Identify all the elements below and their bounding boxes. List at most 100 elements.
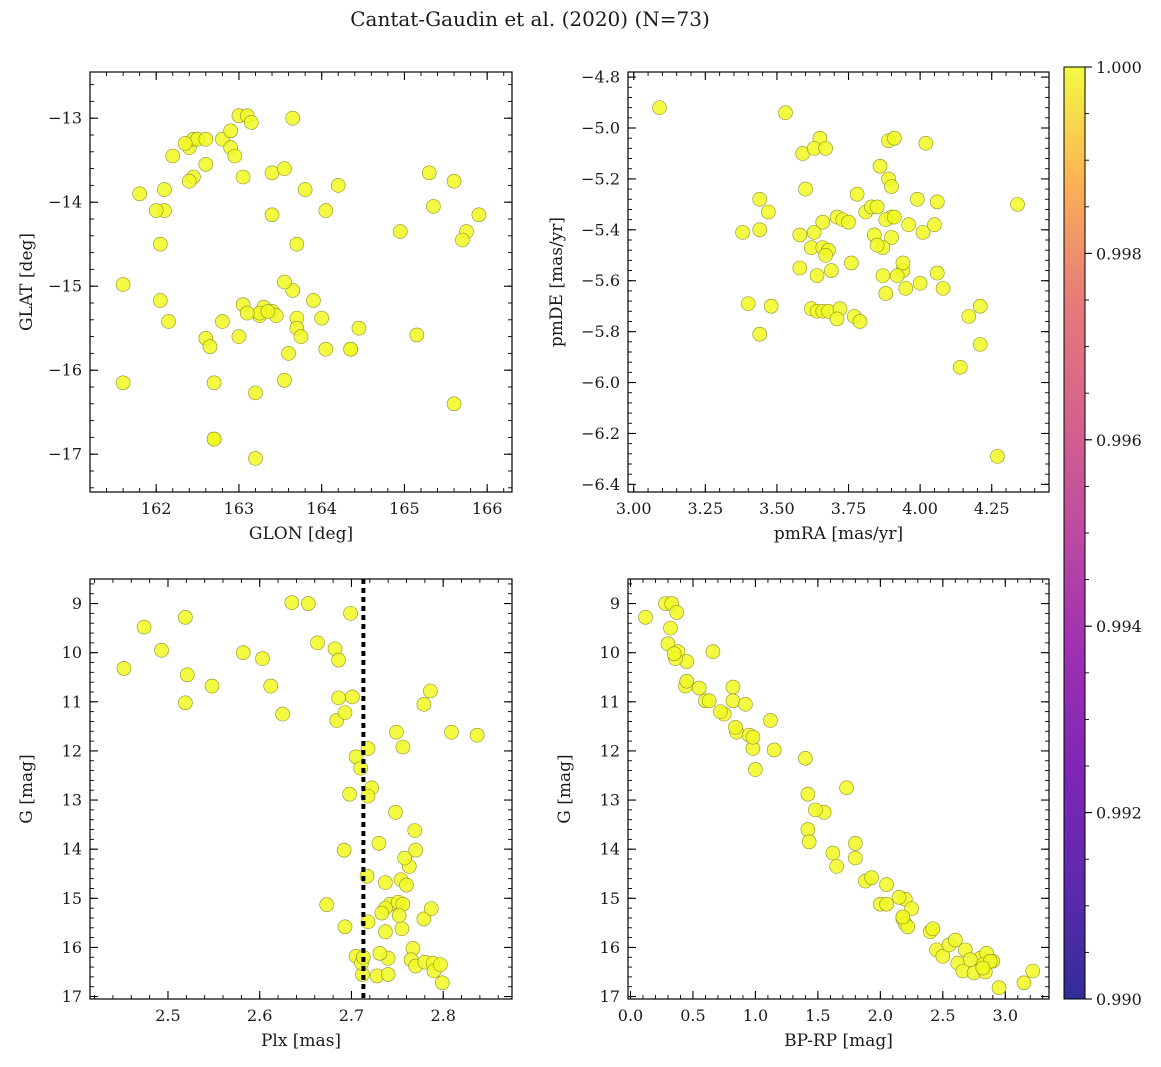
pmra-pmde-point <box>990 449 1005 464</box>
pmra-pmde-x-tick-label: 4.00 <box>902 499 938 518</box>
bprp-g-point <box>925 921 941 937</box>
glon-glat-point <box>277 372 292 388</box>
bprp-g-y-axis-label: G [mag] <box>555 754 575 823</box>
pmra-pmde-point <box>915 225 931 240</box>
plx-g-point <box>179 667 195 683</box>
panel-plx-g: 2.5 2.6 2.7 2.8 9 10 11 12 13 14 15 16 17 Plx [mas] G … <box>17 578 513 1051</box>
glon-glat-point <box>223 123 238 139</box>
pmra-pmde-point <box>912 275 928 291</box>
pmra-pmde-y-tick-label: −4.8 <box>581 68 620 87</box>
glon-glat-point <box>239 305 255 321</box>
glon-glat-point <box>248 385 263 401</box>
plx-g-point <box>444 724 459 740</box>
glon-glat-point <box>244 115 259 130</box>
glon-glat-point <box>289 236 305 252</box>
plx-g-y-tick-label: 17 <box>62 987 82 1006</box>
plx-g-point <box>284 595 300 610</box>
glon-glat-point <box>277 274 292 290</box>
panel-pmra-pmde: 3.00 3.25 3.50 3.75 4.00 4.25 −4.8 −5.0 −5.2 −5.4… <box>547 68 1050 544</box>
glon-glat-y-axis-label: GLAT [deg] <box>17 233 37 331</box>
colorbar-tick-label: 0.990 <box>1096 990 1142 1009</box>
bprp-g-y-tick-label: 13 <box>600 791 620 810</box>
pmra-pmde-point <box>829 311 845 327</box>
bprp-g-x-tick-label: 1.5 <box>805 1006 830 1025</box>
bprp-g-point <box>808 802 823 818</box>
colorbar-tick-label: 0.994 <box>1096 617 1142 636</box>
pmra-pmde-point <box>884 179 899 194</box>
glon-glat-point <box>206 431 222 447</box>
plx-g-point <box>416 911 432 927</box>
bprp-g-point <box>1025 963 1041 979</box>
bprp-g-x-axis-label: BP-RP [mag] <box>784 1031 893 1051</box>
glon-glat-point <box>198 131 214 147</box>
glon-glat-point <box>153 236 168 252</box>
glon-glat-point <box>260 304 276 319</box>
glon-glat-point <box>264 165 280 181</box>
pmra-pmde-point <box>901 217 916 233</box>
glon-glat-point <box>426 199 441 214</box>
glon-glat-point <box>392 224 408 239</box>
bprp-g-point <box>638 610 653 625</box>
glon-glat-point <box>285 110 301 126</box>
glon-glat-point <box>314 310 329 326</box>
plx-g-y-tick-label: 16 <box>62 938 82 957</box>
bprp-g-axes-frame <box>627 578 1050 1000</box>
glon-glat-point <box>277 161 292 176</box>
glon-glat-point <box>455 232 470 248</box>
plx-g-y-tick-label: 11 <box>62 692 82 711</box>
glon-glat-point <box>264 207 280 223</box>
bprp-g-point <box>825 845 841 861</box>
pmra-pmde-x-tick-label: 3.50 <box>759 499 795 518</box>
plx-g-point <box>331 652 346 668</box>
pmra-pmde-point <box>930 265 945 281</box>
pmra-pmde-point <box>898 281 914 296</box>
glon-glat-point <box>115 375 131 391</box>
glon-glat-x-tick-label: 166 <box>472 499 503 518</box>
pmra-pmde-point <box>869 199 885 215</box>
bprp-g-y-tick-label: 16 <box>600 938 620 957</box>
colorbar: 0.990 0.992 0.994 0.996 0.998 1.000 <box>1063 58 1142 1009</box>
pmra-pmde-y-tick-label: −6.2 <box>581 424 620 443</box>
bprp-g-point <box>745 729 761 745</box>
plx-g-axes-frame <box>89 578 513 1000</box>
pmra-pmde-point <box>972 298 988 314</box>
plx-g-point <box>391 908 407 923</box>
glon-glat-point <box>343 341 358 357</box>
plx-g-point <box>204 678 220 694</box>
glon-glat-x-tick-label: 164 <box>306 499 337 518</box>
pmra-pmde-point <box>818 247 833 263</box>
bprp-g-point <box>748 762 763 777</box>
pmra-pmde-y-tick-label: −5.4 <box>581 220 620 239</box>
plx-g-point <box>337 919 353 935</box>
plx-g-point <box>423 901 439 916</box>
glon-glat-point <box>148 203 164 218</box>
glon-glat-point <box>132 186 147 202</box>
bprp-g-point <box>663 620 678 636</box>
bprp-g-point <box>666 646 682 661</box>
glon-glat-x-tick-label: 165 <box>389 499 420 518</box>
pmra-pmde-point <box>752 222 768 238</box>
glon-glat-point <box>293 329 309 344</box>
plx-g-point <box>116 661 132 676</box>
plx-g-y-tick-label: 14 <box>62 840 82 859</box>
pmra-pmde-point <box>884 230 899 245</box>
bprp-g-y-tick-label: 14 <box>600 840 620 859</box>
colorbar-gradient <box>1063 66 1086 1000</box>
bprp-g-point <box>800 786 816 802</box>
bprp-g-point <box>975 960 991 976</box>
glon-glat-point <box>318 341 334 357</box>
bprp-g-point <box>891 890 907 905</box>
pmra-pmde-point <box>887 209 902 225</box>
plx-g-point <box>416 696 432 712</box>
pmra-pmde-point <box>792 227 808 243</box>
plx-g-y-tick-label: 9 <box>72 594 82 613</box>
bprp-g-y-tick-label: 10 <box>600 643 620 662</box>
pmra-pmde-point <box>878 286 894 301</box>
bprp-g-x-tick-label: 0.5 <box>680 1006 705 1025</box>
bprp-g-x-tick-label: 2.0 <box>868 1006 893 1025</box>
pmra-pmde-point <box>824 263 839 278</box>
glon-glat-point <box>330 178 346 193</box>
plx-g-point <box>136 619 152 635</box>
bprp-g-point <box>669 605 685 620</box>
bprp-g-point <box>713 704 728 719</box>
